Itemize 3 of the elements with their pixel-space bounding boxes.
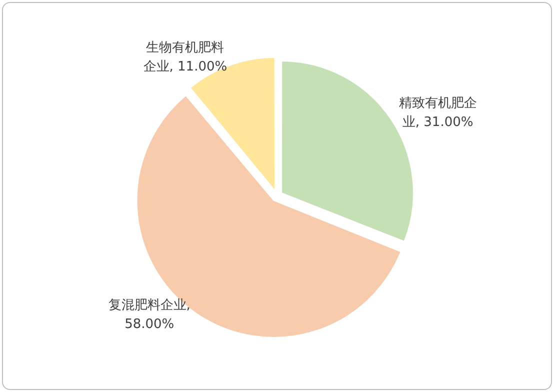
slice-label: 生物有机肥料企业, 11.00% [143,40,228,74]
slice-label: 精致有机肥企业, 31.00% [398,96,477,130]
slice-label: 复混肥料企业, 58.00% [108,298,190,332]
